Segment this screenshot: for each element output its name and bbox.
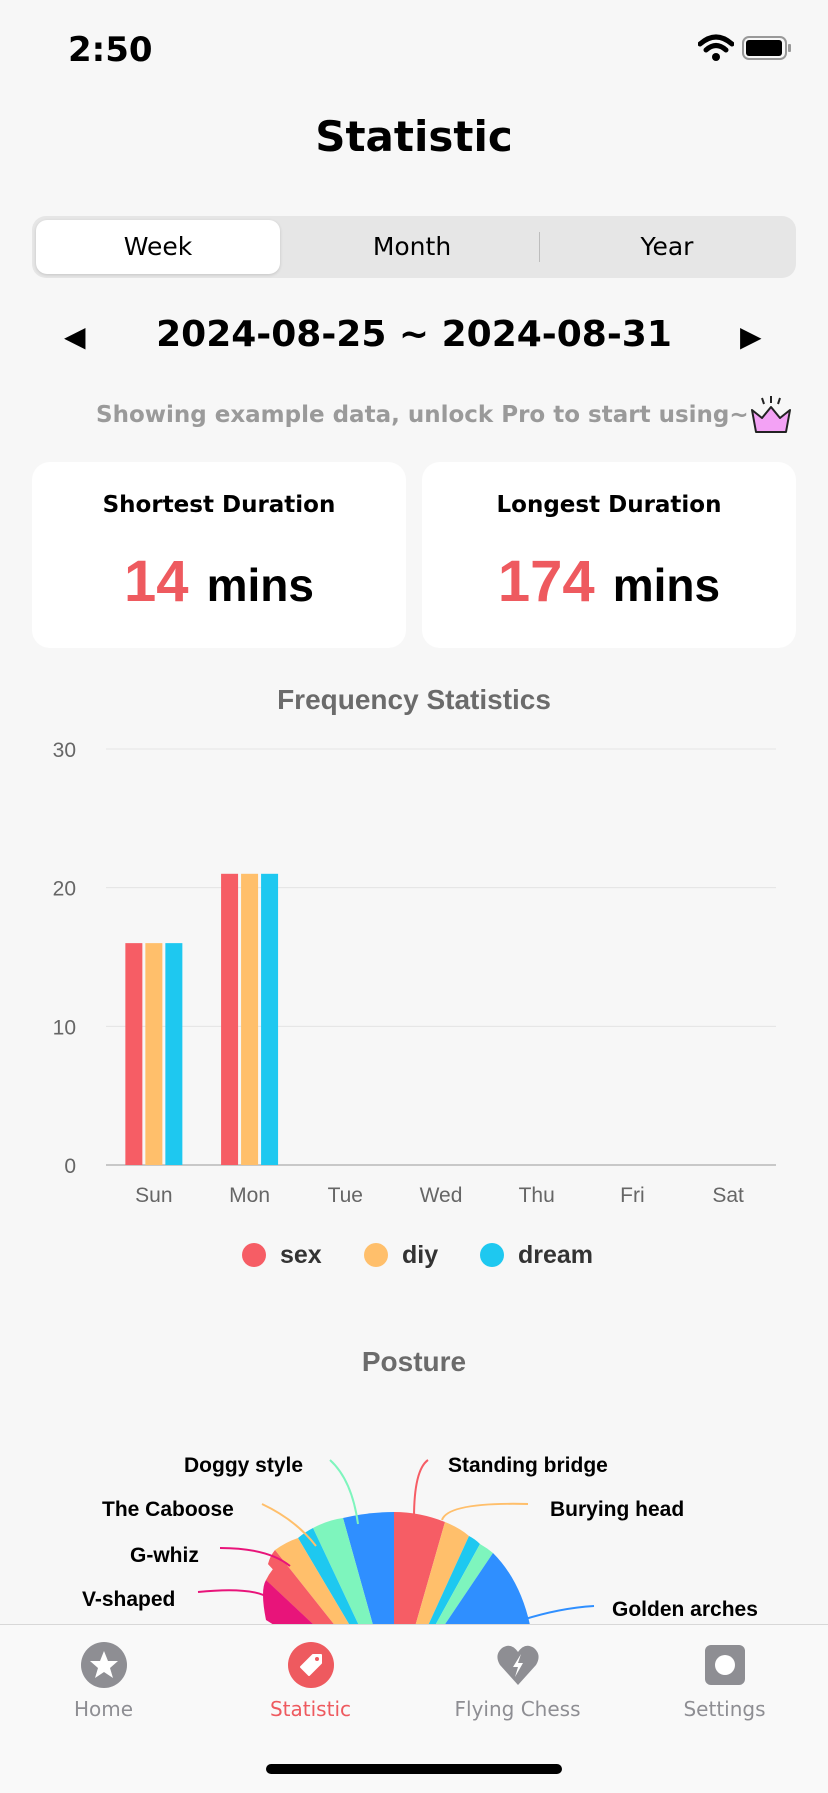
pie-slice: [298, 1528, 359, 1625]
battery-icon: [742, 36, 791, 60]
tab-week[interactable]: Week: [36, 220, 280, 274]
y-tick-label: 20: [53, 878, 76, 901]
card-label: Longest Duration: [496, 492, 722, 518]
star-icon: [81, 1642, 127, 1688]
leader-line: [413, 1459, 429, 1519]
x-tick-label: Wed: [420, 1184, 463, 1207]
tab-label: Home: [73, 1697, 134, 1721]
period-segmented-control: Week Month Year: [32, 216, 796, 278]
longest-duration-card: Longest Duration 174 mins: [422, 462, 796, 648]
tab-flying-chess[interactable]: Flying Chess: [414, 1625, 621, 1735]
pie-slice: [420, 1553, 530, 1625]
legend-dot: [364, 1243, 388, 1267]
duration-unit: mins: [206, 559, 314, 611]
pie-label-v-shaped: V-shaped: [82, 1588, 176, 1611]
pie-label-golden-arches: Golden arches: [612, 1598, 758, 1621]
posture-pie-chart: [197, 1459, 595, 1625]
pie-label-g-whiz: G-whiz: [130, 1544, 199, 1567]
pie-leader-lines: [197, 1459, 595, 1621]
leader-line: [521, 1605, 595, 1621]
tab-statistic[interactable]: Statistic: [207, 1625, 414, 1735]
page-title: Statistic: [315, 112, 513, 161]
tab-month[interactable]: Month: [372, 232, 452, 261]
heart-bolt-icon: [497, 1645, 539, 1685]
tag-icon: [288, 1642, 334, 1688]
triangle-left-icon[interactable]: ◀: [64, 321, 86, 352]
status-time: 2:50: [68, 30, 153, 70]
pie-slice: [415, 1522, 469, 1625]
date-range: 2024-08-25 ~ 2024-08-31: [156, 314, 672, 355]
legend-label: dream: [518, 1240, 594, 1269]
pie-slice: [343, 1512, 394, 1625]
legend-dot: [242, 1243, 266, 1267]
pie-slice: [428, 1536, 480, 1625]
legend-dot: [480, 1243, 504, 1267]
card-value: 14 mins: [32, 548, 406, 615]
legend-item-diy[interactable]: diy: [364, 1240, 438, 1270]
longest-duration-value: 174: [497, 549, 595, 614]
pie-label-the-caboose: The Caboose: [102, 1498, 234, 1521]
settings-icon: [705, 1645, 745, 1685]
frequency-statistics-title: Frequency Statistics: [277, 684, 551, 715]
x-tick-label: Sun: [135, 1184, 172, 1207]
x-tick-label: Thu: [519, 1184, 555, 1207]
y-tick-label: 0: [64, 1155, 76, 1178]
x-tick-label: Fri: [620, 1184, 645, 1207]
bar-sex: [221, 873, 239, 1165]
tab-year[interactable]: Year: [640, 232, 694, 261]
leader-line: [329, 1459, 359, 1525]
card-label: Shortest Duration: [102, 492, 336, 518]
tab-label: Flying Chess: [454, 1697, 581, 1721]
legend-item-dream[interactable]: dream: [480, 1240, 593, 1270]
bar-sex: [125, 943, 143, 1165]
bar-dream: [165, 943, 183, 1165]
wifi-icon: [698, 34, 734, 61]
leader-line: [261, 1503, 317, 1547]
x-tick-label: Mon: [229, 1184, 270, 1207]
tab-label: Statistic: [269, 1697, 351, 1721]
pie-label-doggy-style: Doggy style: [184, 1454, 304, 1477]
legend-item-sex[interactable]: sex: [242, 1240, 322, 1270]
crown-icon[interactable]: [748, 394, 794, 436]
x-tick-label: Tue: [328, 1184, 363, 1207]
bar-dream: [261, 873, 279, 1165]
pie-label-burying-head: Burying head: [550, 1498, 685, 1521]
pie-slice: [263, 1580, 314, 1625]
pie-slice: [394, 1512, 445, 1625]
legend-label: diy: [402, 1240, 439, 1269]
tab-home[interactable]: Home: [0, 1625, 207, 1735]
tab-settings[interactable]: Settings: [621, 1625, 828, 1735]
pie-label-standing-bridge: Standing bridge: [448, 1454, 608, 1477]
pie-slice: [266, 1560, 334, 1625]
bar-diy: [145, 943, 163, 1165]
pro-notice: Showing example data, unlock Pro to star…: [96, 402, 749, 428]
leader-line: [441, 1502, 529, 1521]
shortest-duration-value: 14: [124, 549, 189, 614]
y-tick-label: 30: [53, 739, 76, 762]
card-value: 174 mins: [422, 548, 796, 615]
bar-diy: [241, 873, 259, 1165]
segment-divider: [539, 232, 540, 262]
home-indicator: [266, 1764, 562, 1774]
leader-line: [219, 1547, 291, 1567]
posture-title: Posture: [361, 1346, 467, 1377]
pie-slice: [435, 1544, 493, 1625]
pie-slice: [313, 1518, 373, 1625]
duration-unit: mins: [612, 559, 721, 611]
pie-slice: [275, 1538, 350, 1625]
shortest-duration-card: Shortest Duration 14 mins: [32, 462, 406, 648]
x-tick-label: Sat: [712, 1184, 744, 1207]
pie-slices: [263, 1512, 530, 1625]
y-tick-label: 10: [53, 1016, 76, 1039]
leader-line: [197, 1589, 273, 1601]
frequency-bar-chart: 0 10 20 30 Sun Mon Tue Wed Thu Fri Sat: [53, 739, 776, 1207]
triangle-right-icon[interactable]: ▶: [740, 321, 762, 352]
tab-label: Settings: [683, 1697, 766, 1721]
legend-label: sex: [280, 1240, 322, 1269]
